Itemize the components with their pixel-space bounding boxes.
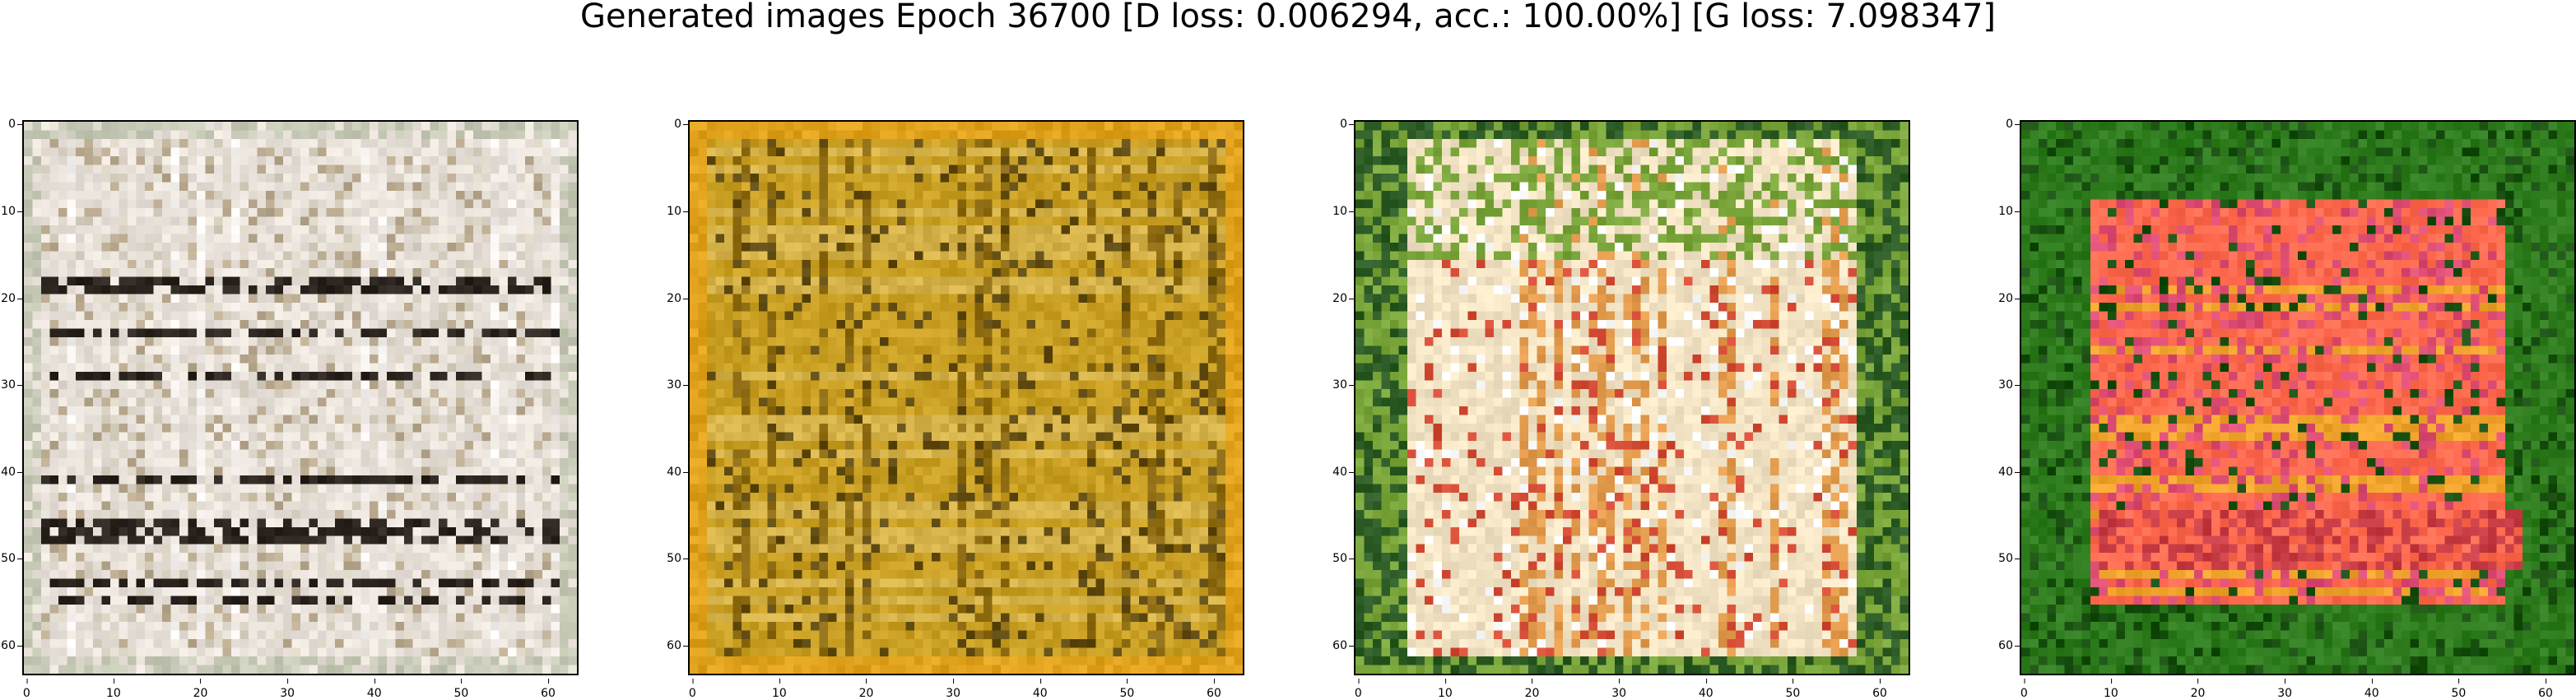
y-tick-label: 0: [674, 118, 681, 131]
y-tick-label: 40: [1998, 466, 2013, 479]
y-tick-label: 50: [1332, 552, 1347, 565]
y-tick-label: 40: [1, 466, 16, 479]
x-tick-label: 40: [367, 687, 382, 700]
image-canvas: [24, 122, 577, 674]
image-canvas: [1355, 122, 1909, 674]
x-tick-label: 0: [689, 687, 696, 700]
x-tick-label: 60: [1872, 687, 1887, 700]
image-panel-1: 0 10 20 30 40 50 60 0 10 20 30 40 50 60: [22, 120, 579, 675]
y-tick-label: 20: [1998, 292, 2013, 305]
y-tick-label: 60: [1998, 639, 2013, 652]
generated-image: [2020, 120, 2576, 675]
x-tick-label: 0: [2020, 687, 2028, 700]
figure-title: Generated images Epoch 36700 [D loss: 0.…: [0, 0, 2576, 33]
x-tick-label: 30: [280, 687, 295, 700]
y-tick-label: 40: [667, 466, 681, 479]
x-tick-label: 10: [772, 687, 787, 700]
generated-image: [22, 120, 579, 675]
generated-image: [688, 120, 1244, 675]
y-tick-label: 50: [667, 552, 681, 565]
y-tick-label: 20: [667, 292, 681, 305]
y-tick-label: 50: [1, 552, 16, 565]
x-tick-label: 10: [106, 687, 121, 700]
y-tick-label: 10: [1998, 205, 2013, 218]
y-tick-label: 60: [1332, 639, 1347, 652]
y-tick-label: 30: [1332, 378, 1347, 392]
y-tick-label: 10: [667, 205, 681, 218]
x-tick-label: 50: [1119, 687, 1134, 700]
y-tick-label: 10: [1332, 205, 1347, 218]
y-tick-label: 40: [1332, 466, 1347, 479]
x-tick-label: 10: [2104, 687, 2118, 700]
y-tick-label: 20: [1332, 292, 1347, 305]
image-canvas: [2021, 122, 2574, 674]
y-tick-label: 60: [1, 639, 16, 652]
y-tick-label: 10: [1, 205, 16, 218]
x-tick-label: 60: [1207, 687, 1221, 700]
x-tick-label: 20: [193, 687, 208, 700]
x-tick-label: 0: [23, 687, 30, 700]
x-tick-label: 0: [1355, 687, 1362, 700]
x-tick-label: 60: [541, 687, 556, 700]
y-tick-label: 30: [667, 378, 681, 392]
x-tick-label: 50: [453, 687, 468, 700]
y-tick-label: 0: [1340, 118, 1347, 131]
x-tick-label: 20: [2191, 687, 2206, 700]
x-tick-label: 30: [2277, 687, 2292, 700]
image-canvas: [690, 122, 1243, 674]
x-tick-label: 20: [859, 687, 874, 700]
y-tick-label: 30: [1, 378, 16, 392]
x-tick-label: 40: [1033, 687, 1048, 700]
x-tick-label: 30: [1611, 687, 1626, 700]
image-panel-3: 0 10 20 30 40 50 60 0 10 20 30 40 50 60: [1354, 120, 1910, 675]
y-tick-label: 20: [1, 292, 16, 305]
x-tick-label: 10: [1438, 687, 1453, 700]
image-panel-2: 0 10 20 30 40 50 60 0 10 20 30 40 50 60: [688, 120, 1244, 675]
x-tick-label: 40: [1699, 687, 1713, 700]
x-tick-label: 30: [946, 687, 960, 700]
y-tick-label: 0: [2006, 118, 2013, 131]
x-tick-label: 50: [1785, 687, 1800, 700]
x-tick-label: 40: [2364, 687, 2379, 700]
generated-image: [1354, 120, 1910, 675]
y-tick-label: 60: [667, 639, 681, 652]
x-tick-label: 60: [2538, 687, 2553, 700]
x-tick-label: 20: [1525, 687, 1540, 700]
y-tick-label: 0: [8, 118, 16, 131]
y-tick-label: 50: [1998, 552, 2013, 565]
y-tick-label: 30: [1998, 378, 2013, 392]
x-tick-label: 50: [2451, 687, 2466, 700]
image-panel-4: 0 10 20 30 40 50 60 0 10 20 30 40 50 60: [2020, 120, 2576, 675]
